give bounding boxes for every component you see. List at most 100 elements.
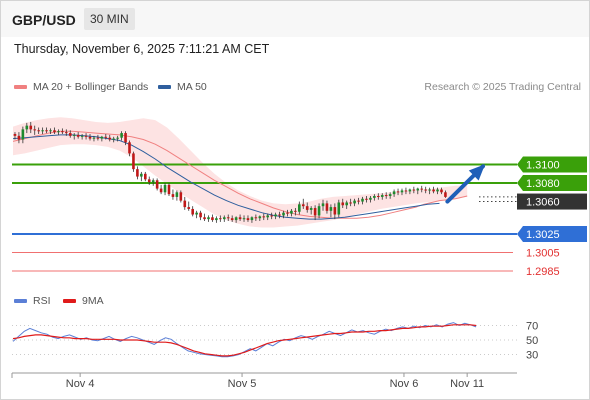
candle-body [321, 203, 325, 207]
candle-body [104, 136, 108, 138]
legend-rsi: RSI [14, 295, 51, 307]
candle-body [199, 212, 202, 218]
candle-body [230, 218, 234, 221]
candle-body [92, 137, 96, 139]
candle-body [278, 214, 281, 216]
candle-body [317, 206, 321, 216]
candle-body [65, 132, 68, 134]
candle-body [136, 169, 139, 177]
candle-body [215, 218, 218, 221]
candle-body [13, 133, 17, 136]
x-tick-label: Nov 11 [450, 378, 484, 390]
candle-body [388, 194, 392, 196]
level-tag-bg [517, 156, 587, 173]
legend-ma20: MA 20 + Bollinger Bands [14, 81, 148, 93]
research-credit: Research © 2025 Trading Central [424, 81, 581, 93]
level-tag-label: 1.3100 [526, 160, 560, 172]
candle-body [234, 217, 238, 221]
candle-body [167, 184, 171, 195]
ma20-line [12, 130, 468, 219]
candle-body [171, 194, 175, 197]
candle-body [68, 133, 72, 136]
candle-body [361, 198, 364, 202]
x-tick-label: Nov 5 [228, 378, 257, 390]
candle-body [143, 173, 147, 180]
candle-body [116, 137, 119, 139]
candle-body [428, 189, 431, 191]
candle-body [432, 189, 435, 192]
timeframe-button[interactable]: 30 MIN [84, 8, 135, 30]
candle-body [108, 137, 112, 140]
candle-body [341, 202, 345, 206]
candle-body [325, 203, 329, 211]
x-tick-label: Nov 4 [66, 378, 95, 390]
candle-body [424, 189, 427, 191]
rsi-tick-label: 30 [526, 350, 538, 362]
candle-body [309, 208, 313, 210]
candle-body [404, 190, 408, 192]
candle-body [412, 189, 416, 191]
candle-body [290, 210, 293, 214]
candle-body [400, 190, 404, 193]
candle-body [365, 198, 368, 200]
price-tag-label: 1.3060 [526, 197, 560, 209]
candle-body [57, 131, 60, 133]
candle-body [41, 130, 44, 132]
level-label: 1.2985 [526, 266, 560, 278]
candle-body [37, 130, 40, 132]
candle-body [258, 216, 262, 219]
candle-body [155, 180, 159, 189]
candle-body [61, 131, 64, 133]
rsi-swatch [14, 299, 27, 303]
candle-body [76, 134, 80, 137]
candle-body [353, 200, 356, 204]
candle-body [124, 133, 127, 143]
rsi-tick-label: 70 [526, 321, 538, 333]
candle-body [179, 192, 183, 201]
candle-body [49, 130, 52, 132]
candle-body [128, 142, 131, 154]
candle-body [384, 195, 388, 197]
legend-ma50-label: MA 50 [177, 81, 207, 93]
rsi-ma-line [12, 324, 477, 357]
candle-body [270, 215, 273, 217]
legend-9ma: 9MA [63, 295, 104, 307]
candle-body [238, 217, 242, 220]
candle-body [222, 217, 226, 220]
candle-body [25, 125, 29, 130]
candle-body [17, 135, 21, 140]
level-tag-bg [517, 175, 587, 192]
candle-body [436, 189, 439, 192]
candle-body [147, 179, 151, 183]
candle-body [254, 217, 258, 219]
ma50-swatch [158, 85, 171, 89]
candle-body [416, 188, 420, 191]
candle-body [33, 129, 37, 131]
candle-body [380, 195, 384, 197]
candle-body [369, 197, 372, 200]
candle-body [45, 130, 48, 132]
legend-rsi-label: RSI [33, 295, 51, 307]
candle-body [376, 196, 380, 197]
level-label: 1.3005 [526, 247, 560, 259]
candle-body [96, 137, 100, 139]
candle-body [313, 208, 317, 216]
ma20-swatch [14, 85, 27, 89]
candle-body [345, 202, 349, 206]
candle-body [337, 202, 341, 215]
candle-body [21, 129, 25, 140]
candle-body [100, 136, 104, 139]
legend-ma50: MA 50 [158, 81, 207, 93]
candle-body [112, 138, 116, 140]
candle-body [286, 212, 289, 214]
candle-body [349, 202, 352, 204]
candle-body [140, 173, 143, 177]
price-tag-bg [517, 193, 587, 210]
candle-body [207, 217, 210, 220]
candle-body [396, 191, 400, 193]
candle-body [408, 189, 412, 192]
x-tick-label: Nov 6 [390, 378, 419, 390]
candle-body [440, 189, 443, 193]
